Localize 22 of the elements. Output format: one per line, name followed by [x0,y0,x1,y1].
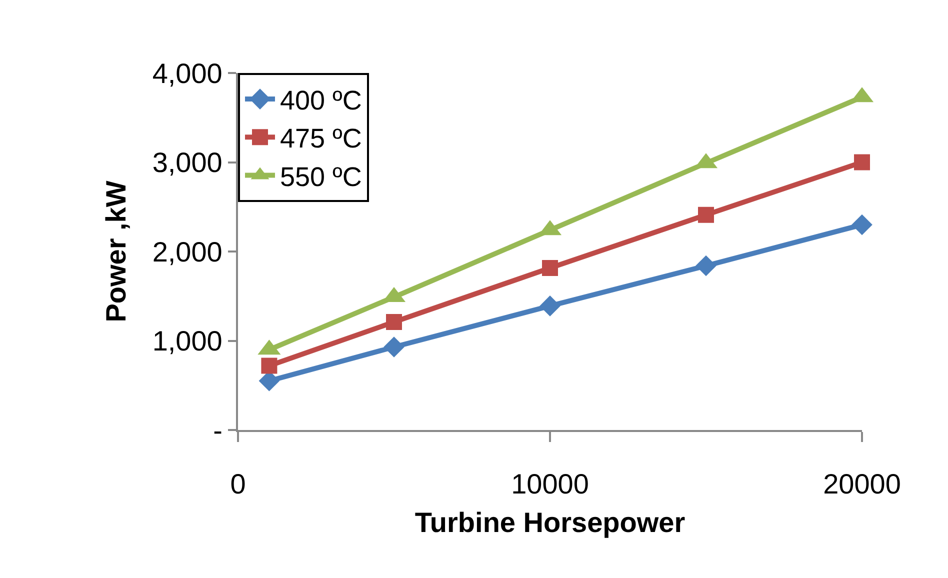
point [540,296,560,316]
x-tick-label: 0 [230,468,246,500]
point [384,336,404,358]
y-tick-label: 4,000 [152,58,222,89]
y-tick-label: 1,000 [152,326,222,357]
point [386,314,402,330]
x-tick-label: 20000 [823,468,901,500]
y-tick-label: 3,000 [152,147,222,178]
x-tick-label: 10000 [511,468,589,500]
legend-label: 400 ºC [280,86,362,116]
y-axis-title: Power ,kW [100,180,132,322]
point [542,260,558,276]
legend-label: 550 ºC [280,162,362,192]
point [698,206,714,223]
point [854,154,870,170]
x-axis-title: Turbine Horsepower [414,507,686,538]
point [852,214,872,236]
point [696,255,716,276]
legend-label: 475 ºC [280,124,362,154]
y-tick-label: - [213,414,222,446]
point [261,358,278,374]
y-tick-label: 2,000 [152,236,222,268]
